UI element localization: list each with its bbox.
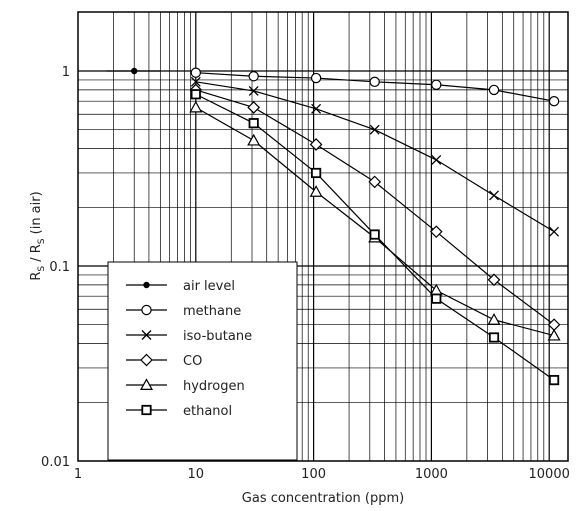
legend-item-hydrogen: hydrogen xyxy=(126,378,245,394)
data-point-cross xyxy=(141,330,152,340)
data-point-circle xyxy=(190,67,201,78)
data-point-cross-stroke xyxy=(369,124,380,135)
legend-label: CO xyxy=(183,354,202,369)
legend-label: iso-butane xyxy=(183,329,252,344)
data-point-circle xyxy=(488,84,500,96)
legend-item-methane: methane xyxy=(126,304,241,319)
data-point-circle xyxy=(548,96,560,107)
series-iso-butane xyxy=(190,76,560,237)
x-tick-label: 1 xyxy=(74,467,82,482)
data-point-cross-stroke xyxy=(248,86,259,96)
legend-label: ethanol xyxy=(183,404,232,419)
data-point-diamond xyxy=(368,175,382,189)
series-line-iso-butane xyxy=(195,81,555,233)
series-ethanol xyxy=(190,89,560,386)
data-point-circle xyxy=(248,71,259,82)
data-point-cross xyxy=(311,103,322,114)
data-point-cross-stroke xyxy=(489,190,499,201)
data-point-cross-stroke xyxy=(190,76,201,87)
data-point-triangle xyxy=(189,100,203,113)
data-point-triangle xyxy=(309,185,323,197)
x-axis-label: Gas concentration (ppm) xyxy=(242,491,404,506)
plot-frame xyxy=(77,11,569,462)
data-point-diamond xyxy=(309,138,323,151)
data-point-cross-stroke xyxy=(141,330,152,340)
data-point-triangle xyxy=(139,378,154,390)
legend-item-iso-butane: iso-butane xyxy=(126,329,252,344)
tick-labels: 1 10 100 1000 10000 0.01 0.1 1 xyxy=(41,65,570,482)
data-point-cross xyxy=(248,86,259,96)
x-tick-label: 10000 xyxy=(529,467,570,482)
data-point-circle xyxy=(141,304,152,316)
data-point-square xyxy=(310,167,322,179)
y-axis-label-slash: / R xyxy=(29,244,44,266)
data-point-square xyxy=(190,89,201,100)
data-point-square xyxy=(488,332,500,343)
data-point-diamond xyxy=(487,273,501,287)
series-layer xyxy=(106,67,561,386)
data-point-diamond xyxy=(547,318,561,332)
x-tick-label: 10 xyxy=(188,467,205,482)
data-point-cross-stroke xyxy=(431,154,442,165)
data-point-square xyxy=(248,118,259,129)
data-point-cross xyxy=(190,76,201,87)
data-point-square xyxy=(369,229,380,240)
legend-label: hydrogen xyxy=(183,379,245,394)
data-point-cross-stroke xyxy=(549,226,560,237)
legend-label: methane xyxy=(183,304,241,319)
data-point-cross xyxy=(549,226,560,237)
x-tick-label: 100 xyxy=(301,467,326,482)
data-point-square xyxy=(548,374,560,386)
data-point-cross-stroke xyxy=(311,103,322,114)
y-axis-label: RS / RS (in air) xyxy=(29,191,47,280)
y-axis-label-r1: R xyxy=(29,272,44,281)
data-point-circle xyxy=(369,76,380,88)
series-methane xyxy=(190,67,560,107)
legend-items: air level methane iso-butane CO hydrogen etha… xyxy=(126,279,252,419)
data-point-square xyxy=(141,404,152,416)
data-point-diamond xyxy=(429,225,443,239)
legend-box xyxy=(107,261,298,461)
x-tick-label: 1000 xyxy=(415,467,448,482)
legend-item-co: CO xyxy=(126,353,202,369)
data-point-circle xyxy=(431,79,442,90)
y-axis-label-sub2: S xyxy=(37,238,47,244)
series-air-level xyxy=(106,67,161,75)
data-point-diamond xyxy=(247,101,261,114)
legend-item-air-level: air level xyxy=(126,279,235,294)
data-point-circle xyxy=(310,72,322,84)
y-axis-label-sub1: S xyxy=(37,266,47,272)
y-tick-label: 1 xyxy=(62,65,70,80)
data-point-dot xyxy=(131,67,138,75)
legend: air level methane iso-butane CO hydrogen etha… xyxy=(107,261,298,461)
legend-label: air level xyxy=(183,279,235,294)
data-point-triangle xyxy=(487,313,501,325)
data-point-diamond xyxy=(140,353,153,367)
data-point-dot xyxy=(143,281,150,289)
data-point-cross xyxy=(431,154,442,165)
y-tick-label: 0.1 xyxy=(49,260,70,275)
y-tick-label: 0.01 xyxy=(41,455,70,470)
data-point-triangle xyxy=(547,328,561,341)
legend-item-ethanol: ethanol xyxy=(126,404,232,419)
data-point-cross xyxy=(369,124,380,135)
data-point-cross xyxy=(489,190,499,201)
y-axis-label-rest: (in air) xyxy=(29,191,44,238)
data-point-triangle xyxy=(247,133,261,146)
data-point-square xyxy=(431,293,442,304)
